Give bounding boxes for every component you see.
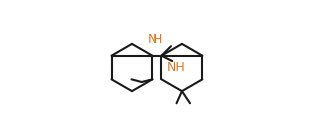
Text: N: N <box>147 33 157 46</box>
Text: NH: NH <box>167 61 185 74</box>
Text: H: H <box>152 33 162 46</box>
